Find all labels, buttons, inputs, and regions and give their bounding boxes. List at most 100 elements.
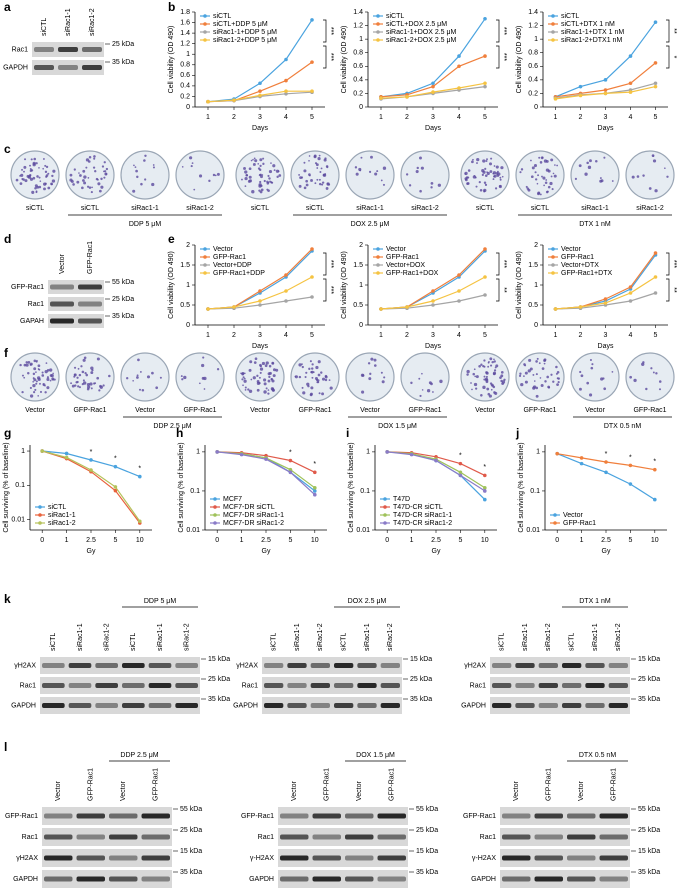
lane-label: siCTL bbox=[271, 633, 278, 651]
colony bbox=[37, 364, 41, 368]
band bbox=[310, 663, 330, 668]
colony bbox=[98, 389, 101, 392]
colony bbox=[33, 378, 37, 382]
colony bbox=[475, 185, 478, 188]
panel-label: k bbox=[4, 592, 11, 606]
significance: *** bbox=[670, 260, 677, 268]
data-point bbox=[264, 457, 268, 461]
colony bbox=[553, 174, 557, 178]
colony bbox=[500, 374, 504, 378]
colony bbox=[584, 172, 588, 176]
y-tick-label: 0.6 bbox=[528, 63, 538, 70]
colony bbox=[34, 187, 37, 190]
row-label: Rac1 bbox=[470, 682, 486, 689]
band bbox=[264, 703, 284, 708]
colony bbox=[90, 387, 93, 390]
colony bbox=[645, 387, 648, 391]
data-point bbox=[483, 275, 487, 279]
colony bbox=[298, 375, 302, 379]
colony bbox=[474, 375, 477, 378]
legend-label: siCTL+DDP 5 μM bbox=[213, 21, 268, 28]
colony bbox=[50, 183, 53, 186]
data-point bbox=[206, 99, 210, 104]
colony bbox=[241, 378, 244, 381]
data-point bbox=[628, 291, 633, 295]
colony bbox=[29, 386, 32, 390]
colony bbox=[301, 365, 304, 369]
colony bbox=[547, 185, 551, 189]
well-label: GFP-Rac1 bbox=[408, 407, 441, 414]
colony bbox=[324, 374, 328, 378]
colony bbox=[520, 168, 524, 171]
colony bbox=[25, 363, 29, 367]
row-label: Rac1 bbox=[20, 682, 36, 689]
lane-label: siCTL bbox=[50, 633, 57, 651]
colony bbox=[136, 175, 139, 179]
data-point bbox=[553, 97, 558, 101]
well bbox=[120, 352, 170, 402]
colony bbox=[489, 357, 493, 361]
colony bbox=[96, 357, 100, 361]
well bbox=[290, 352, 340, 402]
legend-label: Vector bbox=[386, 246, 407, 253]
lane-label: siRac1-2 bbox=[387, 623, 394, 651]
membrane bbox=[278, 849, 408, 867]
legend-marker bbox=[383, 513, 387, 517]
panel-label: h bbox=[176, 426, 183, 440]
data-point bbox=[457, 289, 461, 293]
significance: * bbox=[670, 56, 677, 59]
y-tick-label: 0 bbox=[186, 104, 190, 111]
data-point bbox=[113, 488, 118, 493]
y-tick-label: 0.8 bbox=[180, 62, 190, 69]
y-tick-label: 0.8 bbox=[528, 50, 538, 57]
x-tick-label: 4 bbox=[284, 332, 288, 339]
colony bbox=[586, 161, 589, 165]
membrane bbox=[490, 677, 630, 694]
colony bbox=[540, 384, 544, 388]
band bbox=[287, 703, 307, 708]
data-point bbox=[653, 81, 658, 86]
colony bbox=[32, 383, 36, 388]
colony bbox=[248, 175, 252, 179]
x-axis-label: Days bbox=[598, 343, 614, 350]
colony bbox=[271, 361, 275, 365]
colony bbox=[599, 179, 603, 183]
data-point bbox=[458, 473, 463, 478]
legend-label: GFP-Rac1 bbox=[386, 254, 419, 261]
well-label: GFP-Rac1 bbox=[523, 407, 556, 414]
legend-label: siRac1-1+DOX 2.5 μM bbox=[386, 29, 457, 36]
colony bbox=[90, 191, 93, 194]
colony bbox=[263, 179, 266, 183]
colony bbox=[268, 169, 273, 174]
colony bbox=[499, 176, 502, 179]
band bbox=[345, 855, 374, 861]
band bbox=[538, 683, 558, 688]
colony bbox=[21, 168, 23, 171]
band bbox=[345, 834, 374, 840]
data-point bbox=[113, 464, 118, 469]
legend-label: GFP-Rac1 bbox=[213, 254, 246, 261]
band bbox=[280, 813, 309, 819]
colony bbox=[439, 379, 443, 384]
colony bbox=[97, 182, 101, 186]
colony bbox=[202, 356, 205, 359]
colony bbox=[31, 190, 35, 194]
legend-label: siCTL+DTX 1 nM bbox=[561, 21, 615, 28]
band bbox=[585, 683, 605, 688]
data-point bbox=[555, 451, 559, 456]
colony bbox=[143, 159, 146, 162]
colony bbox=[534, 178, 538, 181]
colony bbox=[490, 388, 493, 391]
legend-marker bbox=[203, 22, 207, 26]
colony bbox=[81, 370, 85, 374]
marker-label: 15 kDa bbox=[638, 656, 660, 663]
bracket bbox=[323, 45, 327, 69]
x-tick-label: 1 bbox=[206, 332, 210, 339]
membrane bbox=[278, 807, 408, 825]
colony bbox=[93, 157, 96, 160]
colony bbox=[76, 376, 79, 379]
lane-label: GFP-Rac1 bbox=[546, 768, 553, 801]
legend-label: siRac1-1+DTX 1 nM bbox=[561, 29, 624, 36]
colony bbox=[268, 364, 272, 368]
membrane bbox=[278, 870, 408, 888]
